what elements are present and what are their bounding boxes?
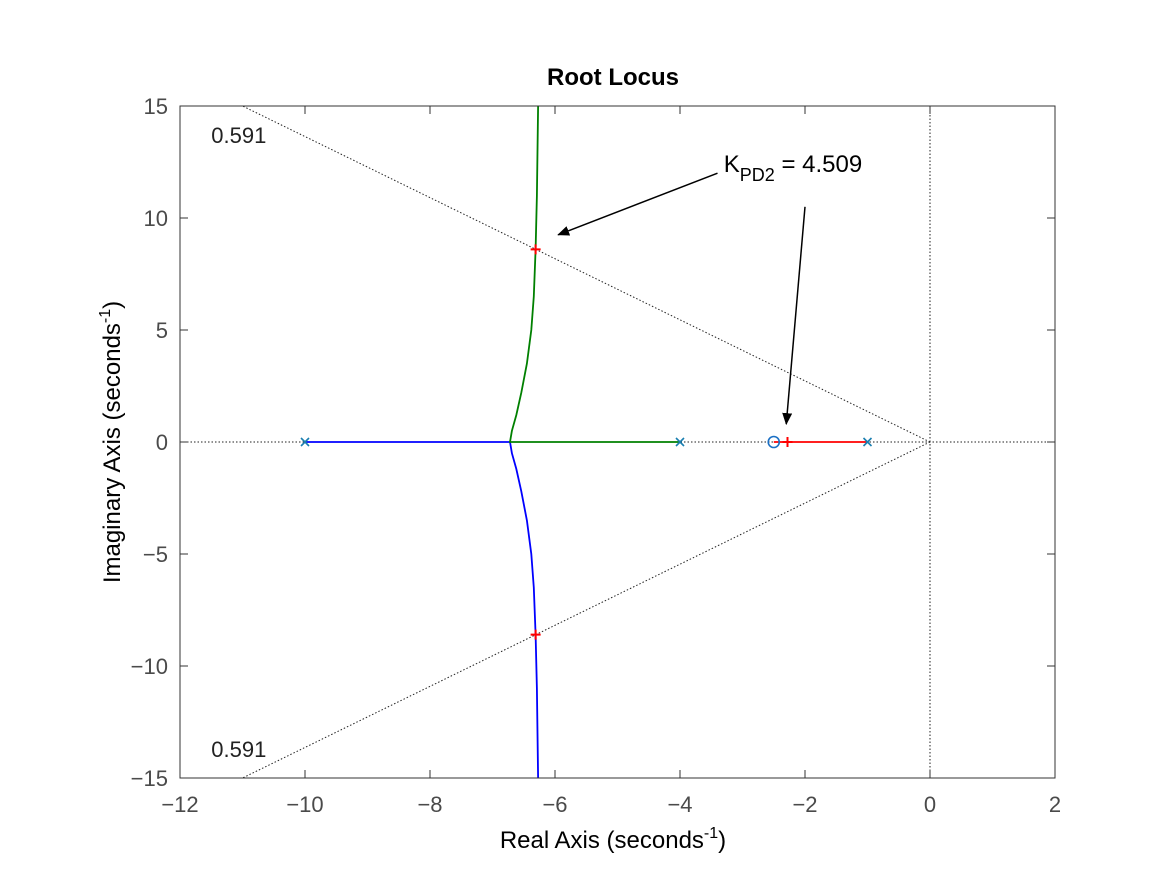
x-tick-label: 2 (1049, 792, 1061, 817)
y-axis-label: Imaginary Axis (seconds-1) (97, 301, 126, 583)
gain-annotation: KPD2 = 4.509 (557, 151, 862, 426)
damping-label-1: 0.591 (211, 123, 266, 148)
pole-marker-2 (675, 437, 685, 447)
damping-grid: 0.591 0.591 (180, 106, 1055, 778)
locus-branch-2 (508, 106, 680, 443)
pole-marker-3 (862, 437, 873, 447)
y-tick-label: 15 (144, 94, 168, 119)
damping-line-2 (242, 441, 931, 778)
locus-branch-1 (305, 441, 539, 778)
chart-title: Root Locus (547, 64, 679, 91)
gain-annotation-text: KPD2 = 4.509 (724, 151, 862, 185)
y-tick-label: 10 (144, 206, 168, 231)
selected-pole-marker-2 (530, 629, 541, 640)
x-tick-label: 0 (924, 792, 936, 817)
y-tick-label: −10 (131, 654, 168, 679)
selected-pole-marker-1 (530, 244, 541, 255)
axis-ticks: −12 −10 −8 −6 −4 −2 0 2 −15 −10 −5 0 5 10 15 (131, 94, 1061, 817)
x-tick-label: −10 (286, 792, 323, 817)
y-tick-label: 5 (156, 318, 168, 343)
annotation-arrow-1 (557, 172, 718, 236)
selected-pole-marker-3 (782, 437, 793, 447)
x-tick-label: −4 (667, 792, 692, 817)
y-tick-label: 0 (156, 430, 168, 455)
damping-line-1 (242, 106, 931, 443)
zero-marker-1 (767, 435, 781, 449)
y-tick-label: −15 (131, 766, 168, 791)
annotation-arrow-2 (782, 206, 806, 426)
x-tick-label: −12 (161, 792, 198, 817)
x-tick-label: −8 (417, 792, 442, 817)
pole-zero-markers (300, 244, 873, 640)
pole-marker-1 (300, 437, 310, 447)
x-tick-label: −2 (792, 792, 817, 817)
damping-label-2: 0.591 (211, 737, 266, 762)
x-axis-label: Real Axis (seconds-1) (500, 825, 726, 854)
x-tick-label: −6 (542, 792, 567, 817)
y-tick-label: −5 (143, 542, 168, 567)
